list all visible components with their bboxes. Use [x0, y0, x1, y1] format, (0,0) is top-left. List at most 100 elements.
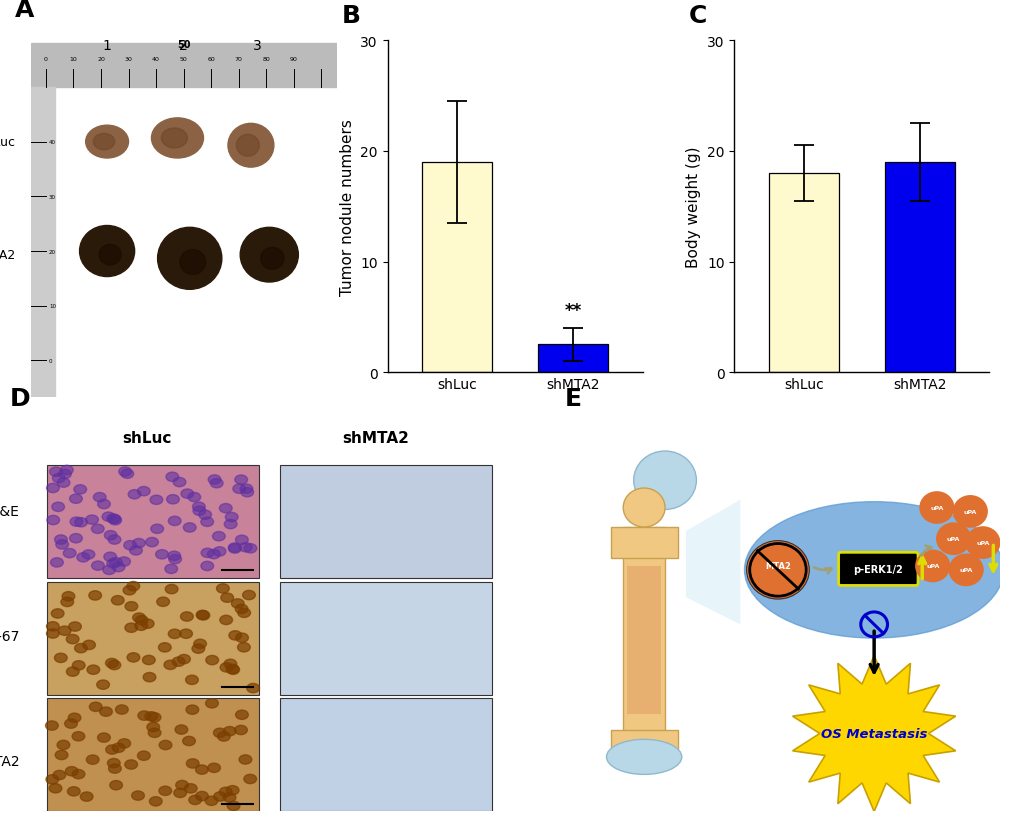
Circle shape — [177, 655, 191, 664]
Text: MTA2: MTA2 — [0, 753, 20, 768]
Text: 50: 50 — [179, 57, 187, 62]
Circle shape — [213, 547, 226, 556]
Circle shape — [157, 597, 169, 607]
Text: 0: 0 — [44, 57, 48, 62]
Circle shape — [208, 475, 221, 484]
Circle shape — [224, 520, 236, 529]
Circle shape — [219, 787, 232, 797]
Circle shape — [201, 561, 213, 571]
Circle shape — [65, 767, 78, 776]
Bar — [279, 699, 491, 811]
Circle shape — [182, 736, 196, 746]
Bar — [31, 88, 55, 397]
Y-axis label: Body weight (g): Body weight (g) — [686, 147, 701, 267]
Circle shape — [145, 712, 158, 721]
Circle shape — [136, 616, 148, 625]
Circle shape — [189, 795, 202, 805]
Circle shape — [168, 517, 180, 526]
Circle shape — [138, 711, 151, 720]
Circle shape — [226, 786, 238, 795]
Circle shape — [228, 543, 240, 552]
Circle shape — [952, 495, 987, 528]
Ellipse shape — [157, 228, 221, 290]
Circle shape — [69, 494, 83, 503]
Circle shape — [70, 518, 83, 527]
Text: OS Metastasis: OS Metastasis — [820, 727, 926, 740]
Bar — [623, 527, 664, 741]
Circle shape — [148, 729, 161, 738]
Ellipse shape — [606, 739, 681, 774]
Circle shape — [108, 764, 121, 773]
Ellipse shape — [79, 226, 135, 277]
Text: uPA: uPA — [929, 505, 943, 510]
Text: 30: 30 — [49, 195, 56, 200]
Ellipse shape — [633, 451, 696, 510]
Circle shape — [164, 661, 176, 670]
Circle shape — [168, 555, 181, 564]
Text: Ki-67: Ki-67 — [0, 629, 20, 643]
Circle shape — [244, 544, 257, 553]
Circle shape — [175, 725, 187, 734]
Circle shape — [149, 797, 162, 806]
Bar — [47, 699, 259, 811]
Circle shape — [49, 783, 62, 793]
Circle shape — [206, 656, 218, 665]
Circle shape — [207, 550, 220, 559]
Circle shape — [186, 758, 199, 768]
Circle shape — [92, 561, 104, 570]
Circle shape — [51, 558, 63, 567]
Ellipse shape — [179, 250, 206, 275]
Ellipse shape — [623, 489, 664, 527]
Circle shape — [216, 584, 229, 594]
Circle shape — [73, 485, 87, 494]
Circle shape — [60, 465, 73, 475]
Circle shape — [128, 490, 141, 499]
Circle shape — [179, 629, 193, 638]
Circle shape — [47, 629, 59, 638]
Text: shLuc: shLuc — [0, 136, 15, 149]
Circle shape — [109, 558, 122, 567]
Circle shape — [226, 665, 239, 675]
Circle shape — [46, 775, 59, 784]
Text: 20: 20 — [49, 249, 56, 254]
Text: **: ** — [564, 301, 581, 320]
Circle shape — [221, 594, 233, 603]
Circle shape — [158, 643, 171, 652]
Circle shape — [237, 609, 251, 618]
Y-axis label: Tumor nodule numbers: Tumor nodule numbers — [339, 118, 355, 296]
Circle shape — [135, 621, 148, 631]
Circle shape — [66, 634, 78, 644]
Circle shape — [123, 541, 137, 551]
Circle shape — [964, 527, 1000, 559]
Circle shape — [112, 744, 124, 753]
Circle shape — [228, 631, 242, 640]
Circle shape — [151, 524, 163, 534]
Circle shape — [234, 725, 248, 734]
Circle shape — [115, 705, 128, 715]
Bar — [610, 527, 677, 559]
Circle shape — [106, 745, 118, 754]
Ellipse shape — [93, 134, 114, 151]
Circle shape — [125, 602, 138, 611]
Circle shape — [118, 739, 130, 749]
Ellipse shape — [261, 248, 283, 270]
Circle shape — [235, 633, 249, 643]
Circle shape — [58, 626, 71, 636]
Bar — [627, 566, 660, 714]
Circle shape — [118, 467, 131, 477]
Circle shape — [58, 469, 71, 479]
Text: A: A — [15, 0, 35, 22]
Text: 90: 90 — [289, 57, 298, 62]
Circle shape — [194, 639, 206, 648]
Circle shape — [243, 590, 255, 600]
Circle shape — [138, 751, 150, 760]
Circle shape — [117, 557, 130, 566]
Bar — [884, 163, 954, 373]
Circle shape — [124, 760, 138, 769]
Circle shape — [948, 554, 982, 586]
Circle shape — [76, 553, 90, 562]
Circle shape — [123, 586, 136, 595]
Circle shape — [935, 522, 970, 556]
Circle shape — [224, 659, 236, 669]
Circle shape — [124, 623, 138, 633]
